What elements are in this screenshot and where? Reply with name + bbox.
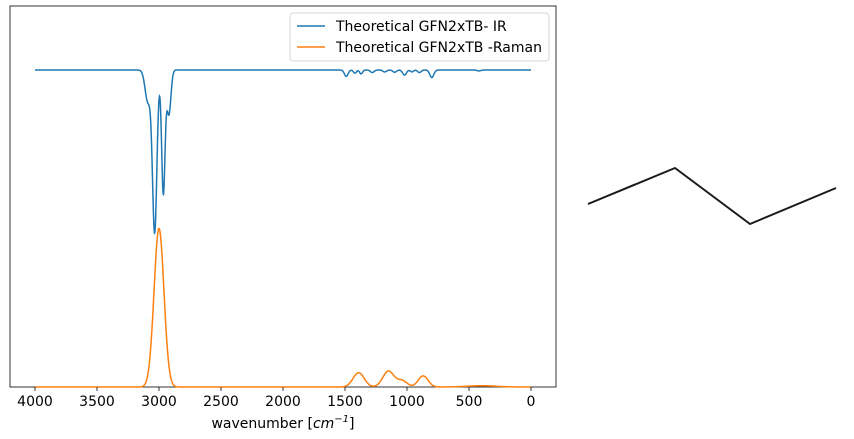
x-tick-label: 2500 — [203, 394, 239, 410]
x-axis-label: wavenumber [cm−1] — [211, 414, 354, 432]
x-tick-label: 2000 — [265, 394, 301, 410]
legend-label-ir: Theoretical GFN2xTB- IR — [335, 19, 507, 35]
x-tick-label: 3000 — [141, 394, 177, 410]
x-axis-label-unit: cm — [313, 416, 334, 432]
legend-box — [289, 12, 550, 62]
x-tick-label: 3500 — [79, 394, 115, 410]
x-tick-label: 4000 — [17, 394, 53, 410]
molecule-structure — [587, 167, 837, 225]
x-axis-label-exponent: −1 — [334, 414, 349, 425]
x-tick-label: 0 — [527, 394, 536, 410]
x-tick-label: 500 — [456, 394, 483, 410]
plot-frame — [9, 5, 557, 388]
x-tick-label: 1000 — [389, 394, 425, 410]
molecule-bonds — [587, 167, 837, 225]
legend: Theoretical GFN2xTB- IR Theoretical GFN2… — [289, 12, 550, 62]
x-axis-label-text: wavenumber [ — [211, 416, 312, 432]
x-axis-label-close: ] — [349, 416, 354, 432]
x-axis-ticks: 4000 3500 3000 2500 2000 1500 1000 500 0 — [17, 387, 535, 410]
x-tick-label: 1500 — [327, 394, 363, 410]
series-line-ir — [35, 69, 531, 235]
legend-label-raman: Theoretical GFN2xTB -Raman — [335, 40, 542, 56]
series-line-raman — [35, 227, 532, 388]
